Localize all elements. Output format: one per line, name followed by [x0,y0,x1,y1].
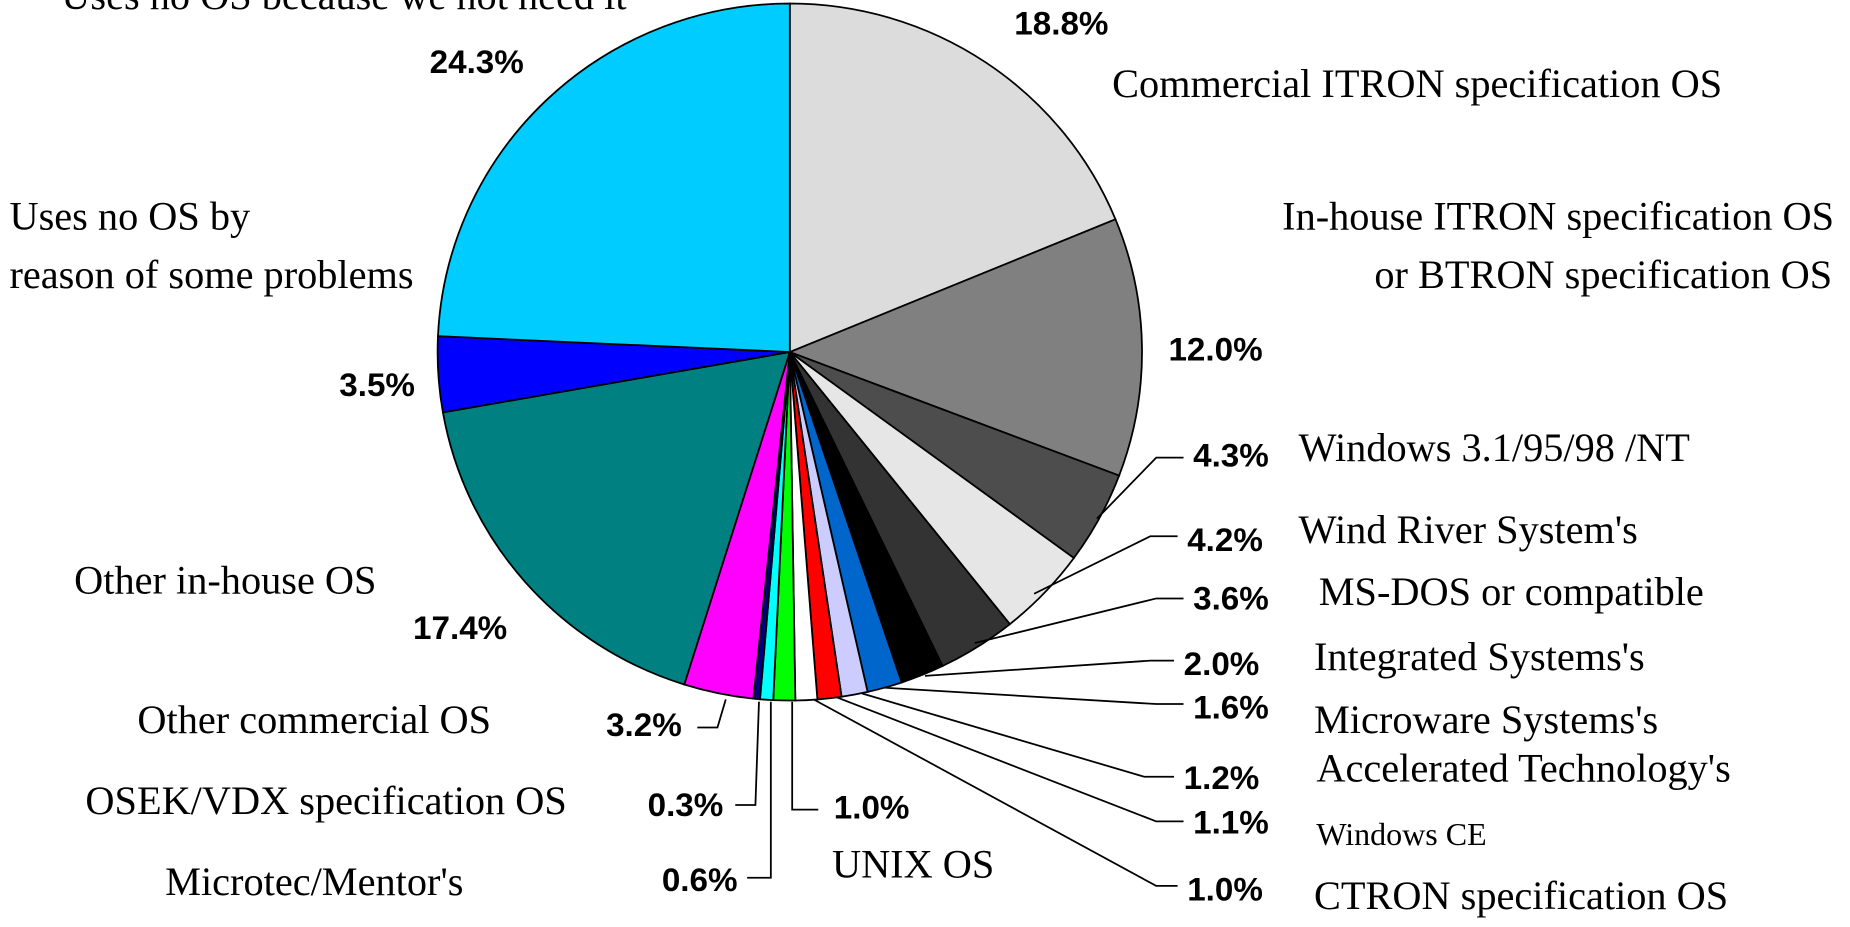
value-label: 0.3% [648,786,724,823]
slice-label: Integrated Systems's [1314,634,1645,679]
pie-slice [441,350,792,686]
value-label: 1.6% [1193,689,1269,726]
slice-label: MS-DOS or compatible [1319,569,1704,614]
leader-line [735,701,760,806]
value-label: 17.4% [413,609,507,646]
leader-line [813,698,1178,887]
slice-label: Microware Systems's [1314,697,1658,742]
slice-label: OSEK/VDX specification OS [85,778,566,823]
value-label: 12.0% [1168,331,1262,368]
label-line: reason of some problems [9,253,413,298]
leader-line [835,696,1184,823]
value-label: 0.6% [662,861,738,898]
leader-line [1096,456,1184,520]
slice-label: UNIX OS [832,842,994,887]
leader-line [747,701,772,879]
label-line: Uses no OS by [9,194,260,239]
pie-slice [787,218,1143,477]
value-label: 24.3% [430,43,524,80]
slice-label: In-house ITRON specification OS or BTRON… [1282,194,1844,297]
leader-line [883,686,1184,705]
value-label: 1.0% [1187,871,1263,908]
value-label: 2.0% [1184,645,1260,682]
value-label: 3.6% [1193,580,1269,617]
slice-label: Wind River System's [1299,507,1638,552]
label-line: or BTRON specification OS [1374,253,1832,298]
slice-label: Other in-house OS [74,558,376,603]
value-label: 3.2% [606,706,682,743]
slice-label: Uses no OS because we not need it [61,0,626,18]
slice-label: Windows 3.1/95/98 /NT [1299,425,1690,470]
slice-label: Accelerated Technology's [1316,745,1730,790]
slice-label: Microtec/Mentor's [165,859,463,904]
value-label: 4.2% [1187,521,1263,558]
slice-label: Windows CE [1316,817,1486,852]
slice-label: CTRON specification OS [1314,873,1728,918]
leader-line [791,701,819,811]
value-label: 3.5% [339,366,415,403]
leader-line [974,597,1184,644]
value-label: 18.8% [1014,5,1108,42]
leader-line [924,659,1175,677]
slice-label: Commercial ITRON specification OS [1112,61,1722,106]
value-label: 4.3% [1193,436,1269,473]
leader-line [1033,535,1178,595]
pie-slice [437,2,791,353]
leader-line [861,692,1175,778]
value-label: 1.2% [1184,759,1260,796]
slice-label: Other commercial OS [137,697,491,742]
leader-line [697,699,727,729]
label-line: In-house ITRON specification OS [1282,194,1844,239]
slice-label: Uses no OS by reason of some problems [9,194,413,297]
pie-slice [788,2,1117,354]
value-label: 1.0% [834,788,910,825]
value-label: 1.1% [1193,804,1269,841]
